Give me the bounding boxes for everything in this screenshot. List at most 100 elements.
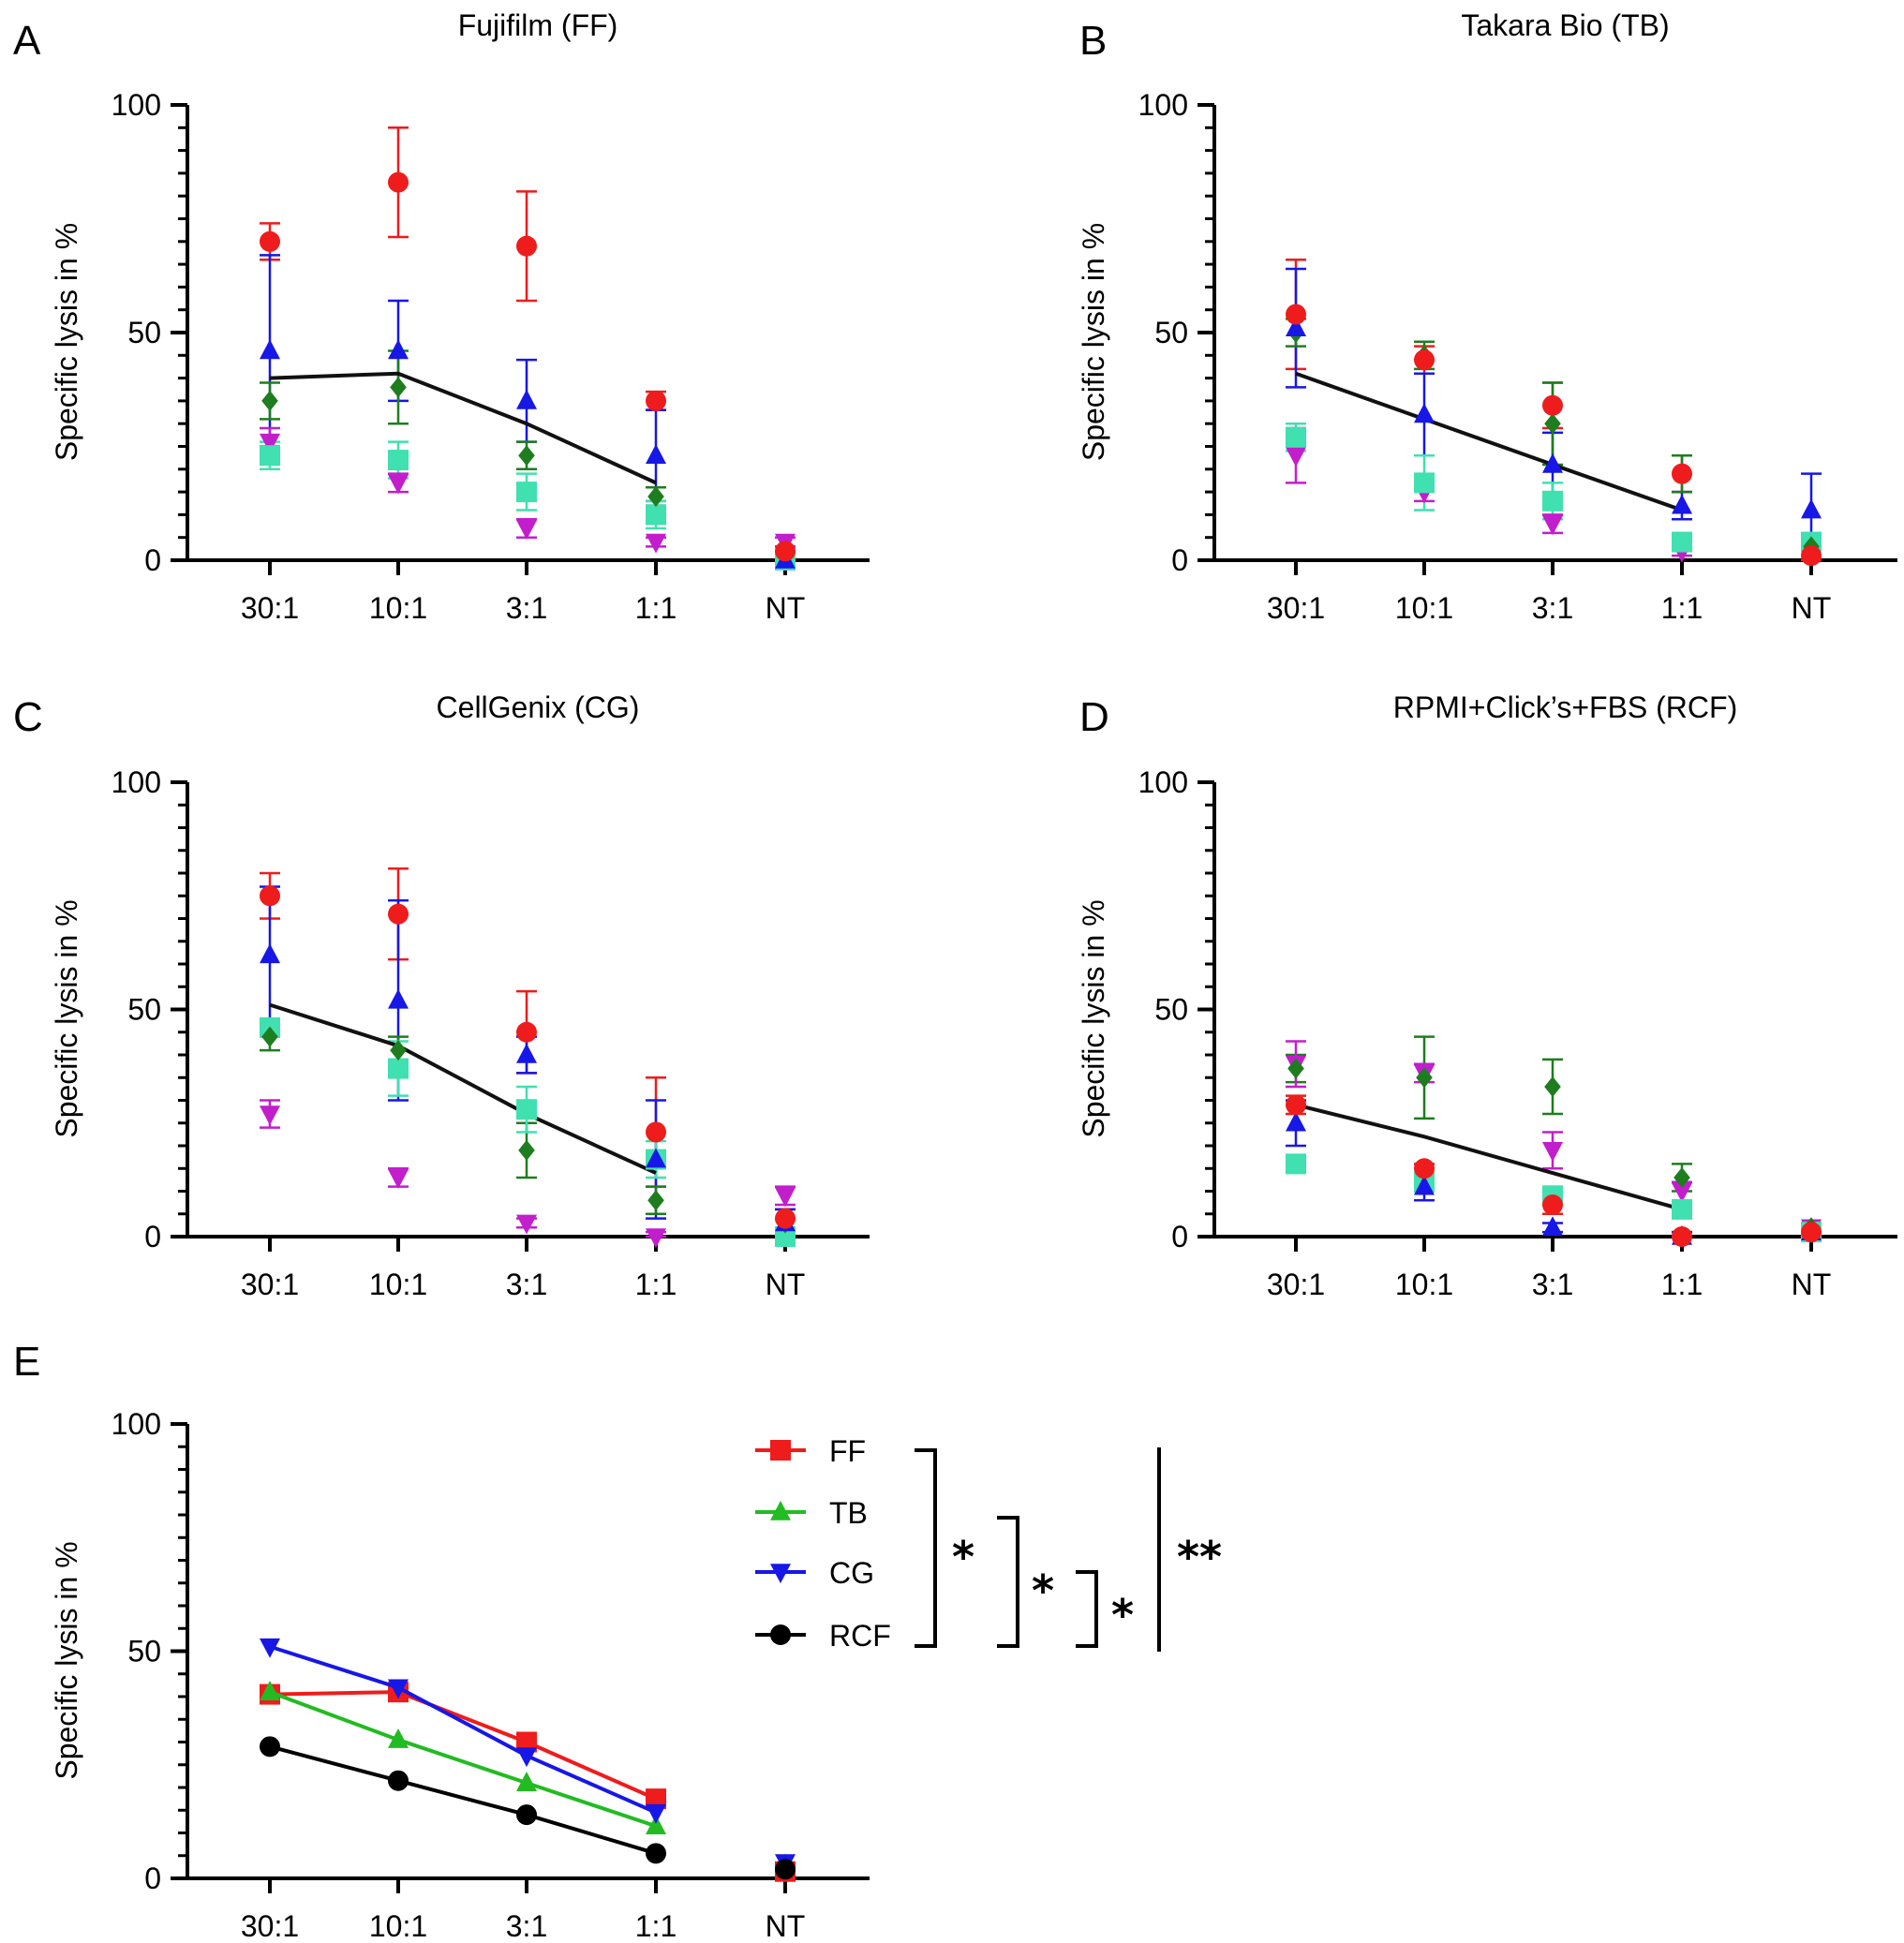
data-point-green: [261, 1026, 278, 1047]
data-point-green: [261, 390, 278, 411]
data-point-red: [516, 235, 537, 257]
mean-line: [1295, 1103, 1683, 1211]
data-point-green: [1287, 1058, 1304, 1079]
x-tick-label: 10:1: [369, 1909, 427, 1943]
data-point-red: [1414, 1158, 1435, 1179]
data-point-red: [775, 1208, 796, 1229]
data-point-teal: [1542, 490, 1563, 512]
x-tick-label: 1:1: [635, 1909, 677, 1943]
x-tick-label: 30:1: [241, 1909, 299, 1943]
panel-c: C CellGenix (CG) 0 50 100 30:1 10:1 3:1 1:1 NT Spe…: [13, 690, 870, 1301]
x-tick-label: NT: [1792, 1268, 1832, 1301]
data-point-blue: [1414, 1175, 1435, 1195]
bracket: [997, 1516, 1019, 1648]
data-point-red: [1801, 545, 1822, 567]
y-tick-label: 0: [144, 1220, 161, 1253]
data-point-green: [390, 377, 407, 398]
y-tick-label: 50: [127, 316, 161, 349]
x-tick-label: NT: [1792, 591, 1832, 625]
data-point-green: [1673, 1166, 1690, 1188]
mean-line: [1295, 371, 1683, 512]
data-point-green: [518, 445, 535, 467]
data-point-ff: [516, 1731, 537, 1753]
data-point-teal: [1414, 472, 1435, 494]
data-point-tb: [260, 1681, 280, 1700]
x-tick-label: 1:1: [635, 1268, 677, 1301]
significance-brackets: ** ***: [915, 1447, 1222, 1652]
data-point-green: [518, 1139, 535, 1161]
data-point-magenta: [775, 1187, 796, 1208]
data-point-red: [1286, 1094, 1306, 1116]
data-point-cg: [646, 1803, 666, 1824]
data-point-magenta: [646, 533, 666, 554]
data-point-green: [1416, 1067, 1433, 1089]
legend-marker-tb: [770, 1500, 791, 1520]
x-tick-label: 10:1: [369, 1268, 427, 1301]
panel-letter: B: [1079, 18, 1107, 64]
chart-title: RPMI+Click’s+FBS (RCF): [1393, 690, 1737, 724]
data-point-teal: [388, 1058, 409, 1079]
x-tick-label: 3:1: [1532, 591, 1573, 625]
bracket: [1076, 1570, 1098, 1648]
x-tick-label: 30:1: [241, 591, 299, 625]
y-tick-label: 100: [1138, 765, 1188, 799]
data-point-magenta: [1286, 447, 1306, 467]
chart-title: Takara Bio (TB): [1461, 8, 1669, 42]
significance-label: **: [1177, 1532, 1222, 1582]
y-tick-label: 0: [144, 543, 161, 577]
data-point-blue: [260, 339, 280, 360]
data-point-blue: [388, 988, 409, 1009]
data-point-magenta: [388, 1169, 409, 1190]
x-tick-label: 30:1: [1267, 591, 1325, 625]
data-point-teal: [1286, 1153, 1306, 1175]
data-point-cg: [516, 1747, 537, 1768]
y-axis-label: Specific lysis in %: [1077, 899, 1110, 1137]
data-point-teal: [516, 1099, 537, 1120]
panel-letter: D: [1079, 694, 1109, 740]
significance-label: *: [952, 1532, 974, 1582]
series-line-ff: [269, 1690, 657, 1801]
legend-label: RCF: [829, 1619, 891, 1653]
data-point-magenta: [516, 1214, 537, 1235]
data-point-magenta: [646, 1228, 666, 1249]
data-point-blue: [388, 339, 409, 360]
y-tick-label: 50: [127, 993, 161, 1027]
data-point-tb: [388, 1728, 409, 1748]
x-tick-label: 3:1: [1532, 1268, 1573, 1301]
data-point-green: [647, 1190, 664, 1211]
data-point-tb: [646, 1815, 666, 1835]
data-point-red: [388, 903, 409, 925]
data-point-blue: [646, 444, 666, 465]
data-point-red: [1672, 1226, 1692, 1247]
data-point-green: [390, 1040, 407, 1061]
y-tick-label: 100: [112, 88, 161, 122]
legend: FF TB CG RCF: [755, 1434, 891, 1653]
mean-line: [269, 371, 657, 485]
data-point-green: [647, 485, 664, 507]
data-point-blue: [1672, 494, 1692, 514]
x-tick-label: 3:1: [506, 591, 547, 625]
chart-title: CellGenix (CG): [437, 690, 640, 724]
data-point-green: [1544, 1075, 1561, 1097]
data-point-blue: [1286, 1111, 1306, 1132]
data-point-cg: [260, 1638, 280, 1658]
y-axis-label: Specific lysis in %: [50, 899, 83, 1137]
data-point-rcf: [646, 1843, 666, 1864]
series-line-cg: [269, 1644, 657, 1815]
y-tick-label: 100: [112, 765, 161, 799]
data-point-teal: [260, 445, 280, 467]
data-point-red: [516, 1021, 537, 1043]
series-line-rcf: [269, 1744, 657, 1856]
y-tick-label: 0: [1171, 1220, 1188, 1253]
data-point-blue: [516, 389, 537, 409]
data-point-red: [646, 390, 666, 411]
panel-a: A Fujifilm (FF) 0 50 100 30:1 10:1 3:1 1:1 NT Spec…: [13, 8, 870, 625]
mean-line: [269, 1002, 657, 1175]
data-point-blue: [1414, 403, 1435, 423]
legend-label: CG: [829, 1556, 874, 1590]
data-point-red: [1286, 304, 1306, 325]
series-line-tb: [269, 1690, 657, 1829]
bracket: [915, 1448, 937, 1648]
x-tick-label: 10:1: [369, 591, 427, 625]
significance-label: *: [1032, 1565, 1054, 1616]
